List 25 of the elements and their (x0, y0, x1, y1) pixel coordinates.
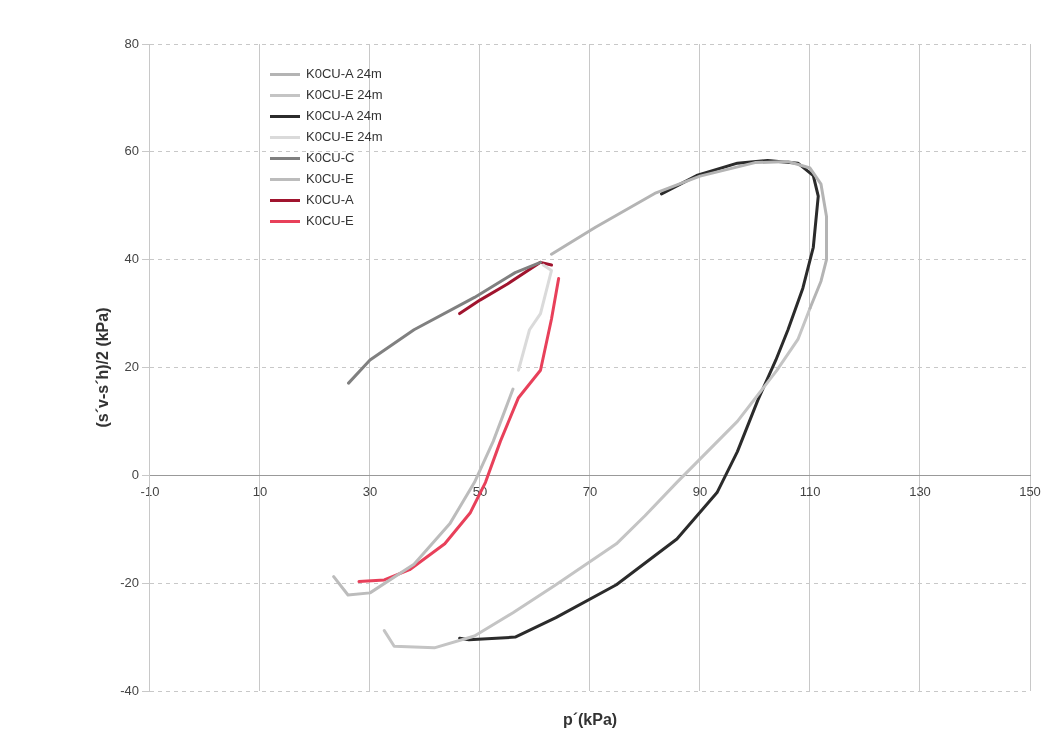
legend-label: K0CU-A (305, 192, 354, 208)
x-tick-label: 10 (252, 483, 268, 499)
x-tick-label: 110 (799, 483, 821, 499)
legend-label: K0CU-A 24m (305, 108, 382, 124)
y-tick-label: 40 (124, 251, 139, 267)
legend-label: K0CU-E 24m (305, 129, 383, 145)
y-tick-label: -20 (120, 574, 139, 590)
y-tick-label: 0 (131, 466, 139, 482)
x-tick-label: 30 (362, 483, 378, 499)
x-tick-label: 90 (692, 483, 708, 499)
y-tick-label: -40 (120, 682, 139, 698)
y-tick-label: 60 (124, 143, 139, 159)
y-tick-label: 80 (124, 35, 139, 51)
legend-label: K0CU-E (305, 171, 354, 187)
x-tick-label: 130 (909, 483, 931, 499)
x-tick-label: 70 (582, 483, 598, 499)
y-tick-label: 20 (124, 359, 139, 375)
legend-label: K0CU-E 24m (305, 87, 383, 103)
y-axis-title: (s´v-s´h)/2 (kPa) (94, 307, 112, 428)
legend-label: K0CU-A 24m (305, 66, 382, 82)
x-tick-label: -10 (140, 483, 160, 499)
x-tick-label: 150 (1019, 483, 1041, 499)
x-axis-title: p´(kPa) (562, 711, 618, 729)
legend-label: K0CU-E (305, 213, 354, 229)
legend-label: K0CU-C (305, 150, 355, 166)
